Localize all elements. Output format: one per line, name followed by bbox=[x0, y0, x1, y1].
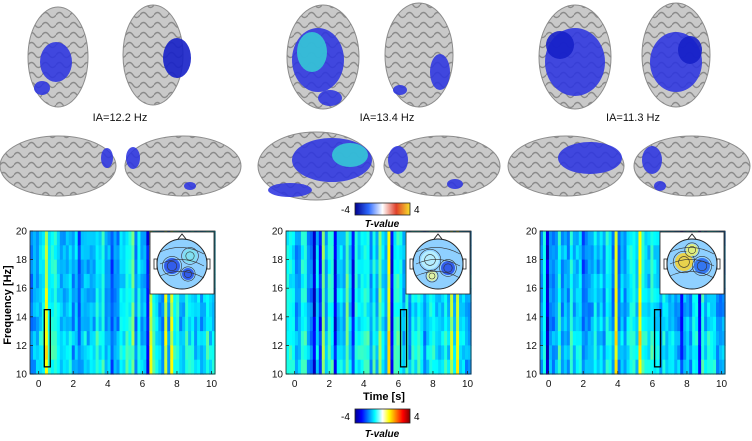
y-tick-label: 16 bbox=[526, 284, 538, 295]
x-tick-label: 8 bbox=[430, 379, 436, 390]
y-tick-label: 14 bbox=[272, 312, 284, 323]
ia-label-1: IA=12.2 Hz bbox=[92, 112, 148, 124]
y-tick-label: 12 bbox=[16, 341, 28, 352]
brain-dorsal-left-2 bbox=[286, 4, 360, 110]
x-tick-label: 10 bbox=[462, 379, 474, 390]
brain-lateral-right-2 bbox=[383, 135, 501, 197]
x-tick-label: 2 bbox=[326, 379, 332, 390]
y-tick-label: 12 bbox=[526, 341, 538, 352]
x-tick-label: 2 bbox=[70, 379, 76, 390]
colorbar-bottom-min: -4 bbox=[341, 412, 350, 423]
time-window-marker bbox=[43, 308, 51, 368]
y-tick-label: 20 bbox=[272, 227, 284, 238]
brain-lateral-left-2 bbox=[257, 131, 375, 201]
y-tick-label: 10 bbox=[526, 370, 538, 381]
y-tick-label: 10 bbox=[16, 370, 28, 381]
brain-lateral-left-1 bbox=[0, 135, 117, 197]
x-tick-label: 8 bbox=[684, 379, 690, 390]
y-tick-label: 16 bbox=[272, 284, 284, 295]
colorbar-bottom-title: T-value bbox=[365, 429, 400, 440]
x-tick-label: 4 bbox=[615, 379, 621, 390]
x-tick-label: 6 bbox=[650, 379, 656, 390]
brain-lateral-right-3 bbox=[633, 135, 751, 197]
x-tick-label: 6 bbox=[396, 379, 402, 390]
colorbar-top-max: 4 bbox=[414, 205, 420, 216]
y-tick-label: 20 bbox=[526, 227, 538, 238]
x-tick-label: 0 bbox=[36, 379, 42, 390]
colorbar-bottom-max: 4 bbox=[414, 412, 420, 423]
ia-label-2: IA=13.4 Hz bbox=[359, 112, 415, 124]
x-tick-label: 0 bbox=[292, 379, 298, 390]
brain-dorsal-right-2 bbox=[384, 2, 454, 108]
x-tick-label: 0 bbox=[546, 379, 552, 390]
y-tick-label: 20 bbox=[16, 227, 28, 238]
y-tick-label: 16 bbox=[16, 284, 28, 295]
y-axis-title: Frequency [Hz] bbox=[2, 265, 14, 345]
x-axis-title: Time [s] bbox=[363, 391, 405, 403]
heatmap-panel-1: 0 2 4 6 8 10 20 18 16 14 12 10 bbox=[16, 227, 218, 391]
time-window-marker bbox=[653, 308, 662, 368]
x-tick-label: 10 bbox=[206, 379, 218, 390]
brain-lateral-left-3 bbox=[507, 135, 625, 197]
brain-dorsal-right-1 bbox=[122, 4, 191, 106]
y-tick-label: 12 bbox=[272, 341, 284, 352]
colorbar-top: -4 4 T-value bbox=[341, 202, 420, 230]
brain-group-2 bbox=[257, 2, 501, 201]
x-tick-label: 6 bbox=[140, 379, 146, 390]
colorbar-bottom: -4 4 T-value bbox=[341, 408, 420, 440]
brain-dorsal-left-1 bbox=[27, 6, 89, 108]
x-tick-label: 8 bbox=[174, 379, 180, 390]
y-tick-label: 18 bbox=[16, 255, 28, 266]
colorbar-top-min: -4 bbox=[341, 205, 350, 216]
ia-label-3: IA=11.3 Hz bbox=[606, 112, 660, 124]
brain-group-1 bbox=[0, 4, 242, 197]
time-window-marker bbox=[399, 308, 408, 368]
heatmap-panel-2: 0 2 4 6 8 10 20 18 16 14 12 10 bbox=[272, 227, 474, 391]
x-tick-label: 2 bbox=[580, 379, 586, 390]
y-tick-label: 14 bbox=[16, 312, 28, 323]
y-tick-label: 10 bbox=[272, 370, 284, 381]
x-tick-label: 10 bbox=[716, 379, 728, 390]
brain-lateral-right-1 bbox=[124, 135, 242, 197]
brain-group-3 bbox=[507, 2, 751, 197]
x-tick-label: 4 bbox=[361, 379, 367, 390]
brain-dorsal-left-3 bbox=[538, 4, 612, 110]
y-tick-label: 18 bbox=[272, 255, 284, 266]
y-tick-label: 14 bbox=[526, 312, 538, 323]
x-tick-label: 4 bbox=[105, 379, 111, 390]
brain-dorsal-right-3 bbox=[641, 2, 711, 108]
heatmap-panel-3: 0 2 4 6 8 10 20 18 16 14 12 10 bbox=[526, 227, 728, 391]
y-tick-label: 18 bbox=[526, 255, 538, 266]
colorbar-top-title: T-value bbox=[365, 219, 400, 230]
